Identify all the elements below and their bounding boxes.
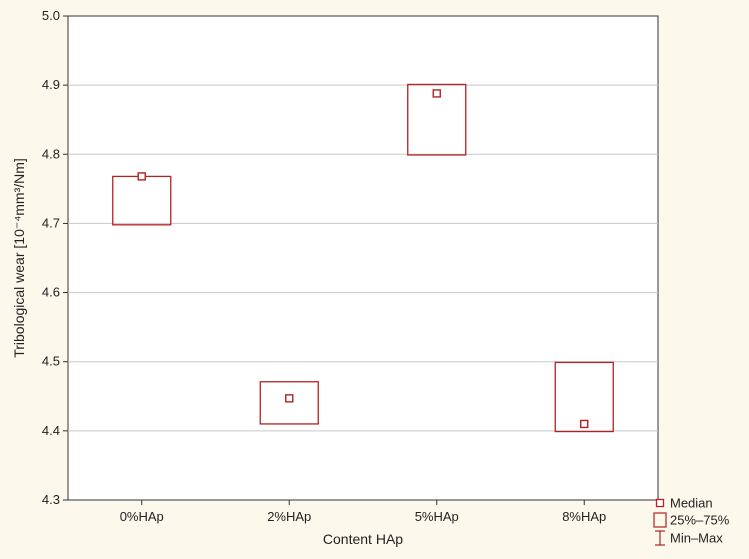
median-marker <box>137 172 146 181</box>
y-tick-label: 4.9 <box>42 77 60 92</box>
grid-lines <box>68 84 658 432</box>
x-tick-labels: 0%HAp 2%HAp 5%HAp 8%HAp <box>120 500 606 524</box>
legend-label: 25%–75% <box>670 513 730 528</box>
median-marker <box>432 89 441 98</box>
legend-box-icon <box>653 512 667 528</box>
y-tick-label: 4.3 <box>42 492 60 507</box>
median-marker <box>285 394 294 403</box>
x-tick-label: 8%HAp <box>562 509 606 524</box>
legend-median-icon <box>655 498 665 508</box>
x-tick-label: 0%HAp <box>120 509 164 524</box>
y-tick-label: 4.6 <box>42 285 60 300</box>
box-iqr <box>259 381 319 425</box>
y-tick-label: 4.5 <box>42 354 60 369</box>
plot-area <box>67 15 659 501</box>
y-tick-label: 4.7 <box>42 215 60 230</box>
x-tick-label: 2%HAp <box>267 509 311 524</box>
boxes <box>112 83 614 433</box>
x-axis-title: Content HAp <box>323 531 403 547</box>
y-tick-label: 4.4 <box>42 423 60 438</box>
legend: Median 25%–75% Min–Max <box>653 496 730 546</box>
box-iqr <box>554 361 614 433</box>
median-marker <box>580 419 589 429</box>
y-tick-labels: 4.3 4.4 4.5 4.6 4.7 4.8 4.9 5.0 <box>42 8 68 507</box>
y-axis-title: Tribological wear [10⁻⁴mm³/Nm] <box>11 158 27 358</box>
y-tick-label: 5.0 <box>42 8 60 23</box>
legend-label: Min–Max <box>670 531 723 546</box>
x-tick-label: 5%HAp <box>415 509 459 524</box>
legend-label: Median <box>670 496 713 511</box>
box-iqr <box>407 83 467 156</box>
y-tick-label: 4.8 <box>42 146 60 161</box>
